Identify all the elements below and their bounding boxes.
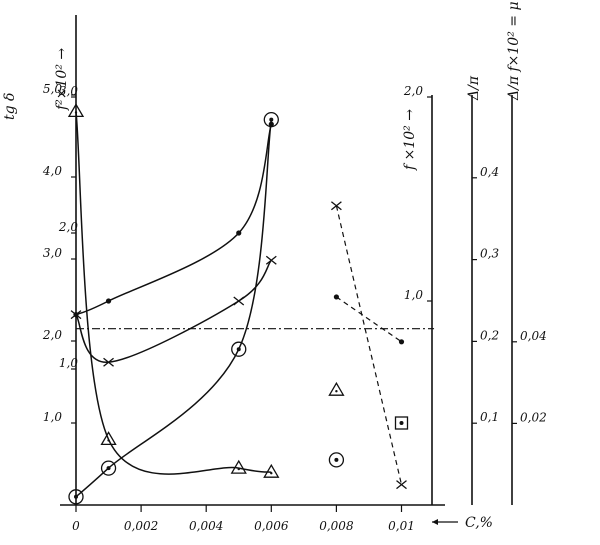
series-line: [75, 119, 273, 498]
marker-circle-dot: [68, 489, 84, 505]
marker-triangle: [263, 463, 280, 478]
series-line: [75, 111, 272, 475]
y-tick-label-dpi: 0,2: [480, 328, 499, 342]
y-tick-label-tgd: 1,0: [43, 410, 62, 424]
y-tick-label-f2: 2,0: [58, 220, 78, 234]
marker-triangle-center: [107, 439, 110, 442]
marker-circle-dot-center: [74, 494, 78, 499]
y-axis-title-f2: f²×10² →: [54, 48, 70, 111]
marker-dot: [268, 121, 274, 127]
marker-triangle-center: [237, 467, 240, 471]
y-axis-title-mu: Δ/π f×10² = μ: [506, 1, 522, 101]
y-tick-label-mu: 0,02: [520, 410, 547, 424]
x-axis-label: C,%: [465, 515, 493, 531]
x-tick-label: 0,01: [388, 519, 415, 533]
marker-circle-dot: [231, 341, 247, 357]
marker-cross: [265, 255, 277, 265]
marker-cross: [396, 480, 407, 490]
marker-triangle-center: [74, 111, 78, 114]
marker-dot: [398, 339, 405, 345]
y-axis-title-f: f ×10² →: [402, 109, 418, 171]
marker-cross: [330, 201, 342, 211]
y-tick-label-mu: 0,04: [520, 329, 547, 343]
y-tick-label-dpi: 0,3: [480, 247, 499, 261]
x-tick-label: 0,002: [124, 519, 158, 533]
marker-square-dot-center: [399, 421, 404, 425]
marker-triangle: [230, 459, 247, 474]
y-tick-label-dpi: 0,1: [480, 410, 499, 424]
series-line: [336, 296, 402, 343]
marker-dot: [333, 294, 339, 300]
marker-circle-dot: [328, 452, 345, 468]
y-tick-label-tgd: 2,0: [42, 328, 62, 342]
marker-dot: [105, 298, 112, 304]
y-tick-label-tgd: 3,0: [43, 246, 62, 260]
marker-square-dot: [394, 416, 409, 430]
y-tick-label-f2: 3,0: [59, 84, 78, 98]
marker-triangle: [67, 103, 85, 118]
y-tick-label-f: 1,0: [404, 288, 423, 302]
marker-cross: [233, 296, 245, 306]
marker-triangle: [100, 431, 117, 446]
marker-circle-dot-center: [334, 457, 339, 462]
marker-circle-dot: [100, 460, 117, 476]
marker-circle-dot-center: [269, 117, 274, 122]
y-axis-title-tgd: tg δ: [2, 93, 18, 120]
marker-cross: [70, 310, 82, 320]
marker-triangle: [328, 381, 345, 396]
marker-circle-dot-center: [106, 466, 111, 471]
marker-circle-dot-center: [236, 347, 241, 352]
x-tick-label: 0,008: [319, 519, 354, 533]
y-tick-label-f: 2,0: [403, 84, 423, 98]
series-line: [335, 205, 403, 485]
marker-cross: [103, 357, 114, 367]
x-label-arrowhead: [432, 519, 438, 525]
y-tick-label-tgd: 5,0: [43, 82, 62, 96]
marker-triangle-center: [270, 472, 273, 475]
x-tick-label: 0,004: [189, 519, 223, 533]
y-tick-label-f2: 1,0: [59, 356, 78, 370]
y-axis-title-dpi: Δ/π: [466, 75, 482, 101]
x-tick-label: 0,006: [254, 519, 289, 533]
marker-triangle-center: [335, 390, 338, 393]
y-tick-label-dpi: 0,4: [480, 165, 499, 179]
marker-dot: [236, 230, 242, 236]
x-tick-label: 0: [72, 519, 80, 533]
series-line: [75, 123, 273, 316]
series-line: [75, 259, 272, 363]
y-tick-label-tgd: 4,0: [42, 164, 62, 178]
